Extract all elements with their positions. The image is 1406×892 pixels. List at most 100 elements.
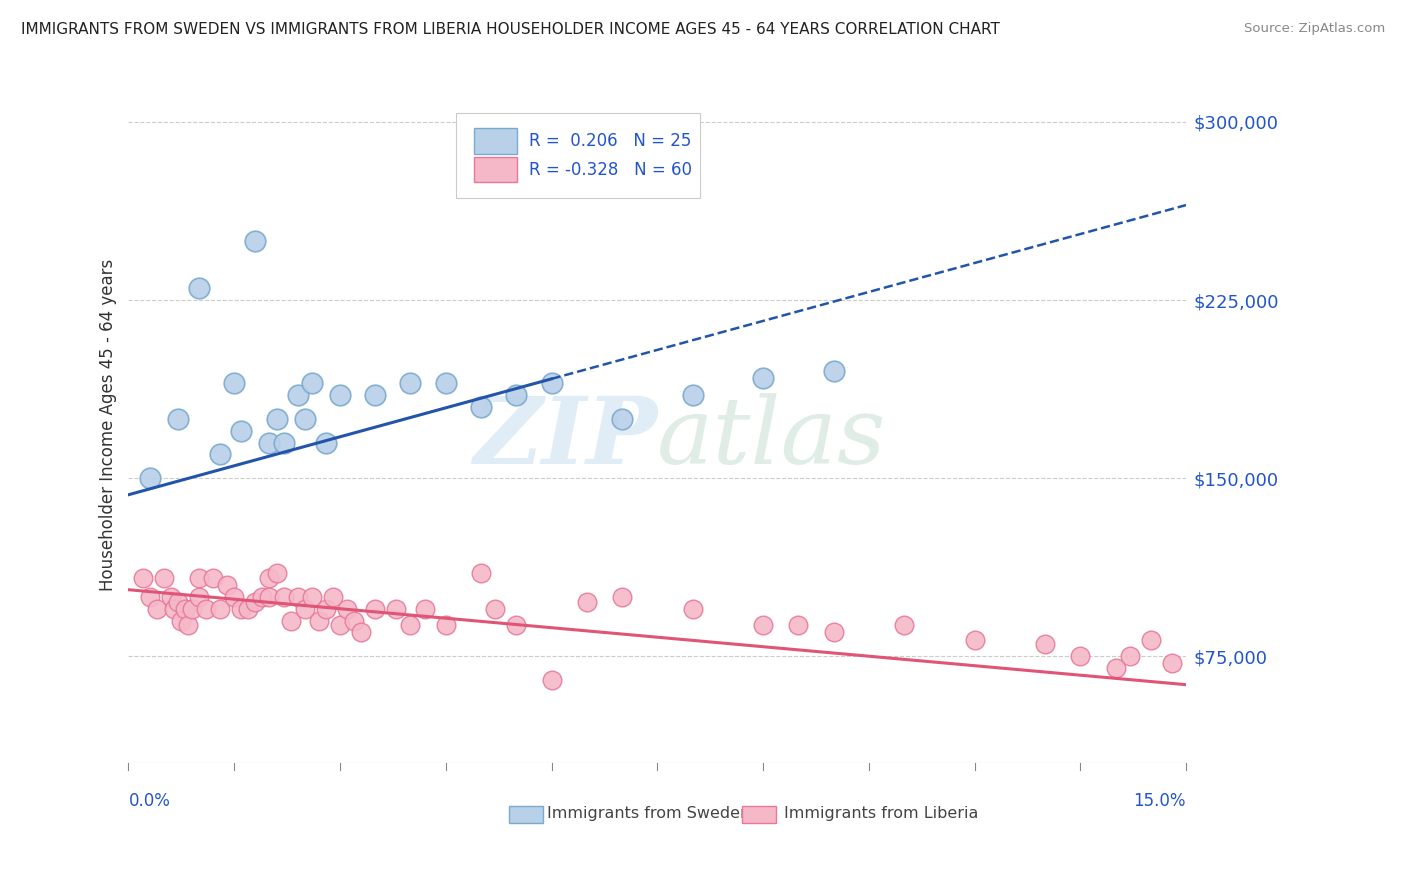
Point xyxy=(470,400,492,414)
Point xyxy=(434,618,457,632)
Point xyxy=(209,601,232,615)
Text: R =  0.206   N = 25: R = 0.206 N = 25 xyxy=(529,132,692,150)
Point xyxy=(273,590,295,604)
Point xyxy=(364,601,387,615)
Text: IMMIGRANTS FROM SWEDEN VS IMMIGRANTS FROM LIBERIA HOUSEHOLDER INCOME AGES 45 - 6: IMMIGRANTS FROM SWEDEN VS IMMIGRANTS FRO… xyxy=(21,22,1000,37)
Point xyxy=(315,435,337,450)
Point xyxy=(1033,637,1056,651)
Point xyxy=(308,614,330,628)
Point xyxy=(399,376,422,391)
Point xyxy=(259,590,281,604)
Text: R = -0.328   N = 60: R = -0.328 N = 60 xyxy=(529,161,692,178)
Point xyxy=(224,590,246,604)
Point xyxy=(823,625,845,640)
Point xyxy=(1104,661,1126,675)
Point xyxy=(163,601,186,615)
Text: ZIP: ZIP xyxy=(472,393,657,483)
FancyBboxPatch shape xyxy=(474,157,516,183)
Point xyxy=(505,388,527,402)
Point xyxy=(364,388,387,402)
Point xyxy=(610,411,633,425)
Point xyxy=(181,601,204,615)
Point xyxy=(202,571,225,585)
Point xyxy=(1140,632,1163,647)
Point xyxy=(484,601,506,615)
Point xyxy=(209,447,232,461)
Point xyxy=(252,590,274,604)
Point xyxy=(470,566,492,580)
Point xyxy=(170,614,193,628)
FancyBboxPatch shape xyxy=(742,805,776,822)
Point xyxy=(1118,649,1140,664)
Point xyxy=(131,571,153,585)
Point xyxy=(540,673,562,687)
Point xyxy=(245,234,267,248)
Text: 15.0%: 15.0% xyxy=(1133,791,1187,810)
Point xyxy=(266,566,288,580)
Point xyxy=(145,601,167,615)
Point xyxy=(301,590,323,604)
Point xyxy=(505,618,527,632)
Point xyxy=(259,435,281,450)
Point xyxy=(231,424,253,438)
Point xyxy=(294,411,316,425)
FancyBboxPatch shape xyxy=(474,128,516,154)
Point xyxy=(231,601,253,615)
Point xyxy=(159,590,181,604)
Point xyxy=(682,388,704,402)
Point xyxy=(752,618,775,632)
Point xyxy=(287,388,309,402)
FancyBboxPatch shape xyxy=(457,113,700,198)
Point xyxy=(752,371,775,385)
Point xyxy=(177,618,200,632)
Point xyxy=(413,601,436,615)
Point xyxy=(610,590,633,604)
Point xyxy=(301,376,323,391)
Point xyxy=(138,590,160,604)
Point xyxy=(166,594,188,608)
FancyBboxPatch shape xyxy=(509,805,543,822)
Point xyxy=(682,601,704,615)
Point xyxy=(245,594,267,608)
Point xyxy=(963,632,986,647)
Point xyxy=(280,614,302,628)
Point xyxy=(1069,649,1091,664)
Point xyxy=(173,601,195,615)
Point xyxy=(336,601,359,615)
Text: atlas: atlas xyxy=(657,393,887,483)
Y-axis label: Householder Income Ages 45 - 64 years: Householder Income Ages 45 - 64 years xyxy=(100,259,117,591)
Point xyxy=(1161,657,1184,671)
Point xyxy=(188,590,211,604)
Point xyxy=(166,411,188,425)
Point xyxy=(238,601,260,615)
Point xyxy=(195,601,218,615)
Point xyxy=(434,376,457,391)
Point xyxy=(273,435,295,450)
Point xyxy=(294,601,316,615)
Point xyxy=(138,471,160,485)
Point xyxy=(343,614,366,628)
Point xyxy=(575,594,598,608)
Text: Immigrants from Sweden: Immigrants from Sweden xyxy=(547,806,751,822)
Point xyxy=(350,625,373,640)
Point xyxy=(329,388,352,402)
Point xyxy=(322,590,344,604)
Point xyxy=(224,376,246,391)
Point xyxy=(188,571,211,585)
Point xyxy=(259,571,281,585)
Point xyxy=(266,411,288,425)
Text: Immigrants from Liberia: Immigrants from Liberia xyxy=(785,806,979,822)
Point xyxy=(787,618,810,632)
Text: Source: ZipAtlas.com: Source: ZipAtlas.com xyxy=(1244,22,1385,36)
Point xyxy=(399,618,422,632)
Point xyxy=(540,376,562,391)
Point xyxy=(893,618,915,632)
Point xyxy=(217,578,239,592)
Point xyxy=(152,571,174,585)
Point xyxy=(315,601,337,615)
Text: 0.0%: 0.0% xyxy=(128,791,170,810)
Point xyxy=(329,618,352,632)
Point xyxy=(287,590,309,604)
Point xyxy=(188,281,211,295)
Point xyxy=(385,601,408,615)
